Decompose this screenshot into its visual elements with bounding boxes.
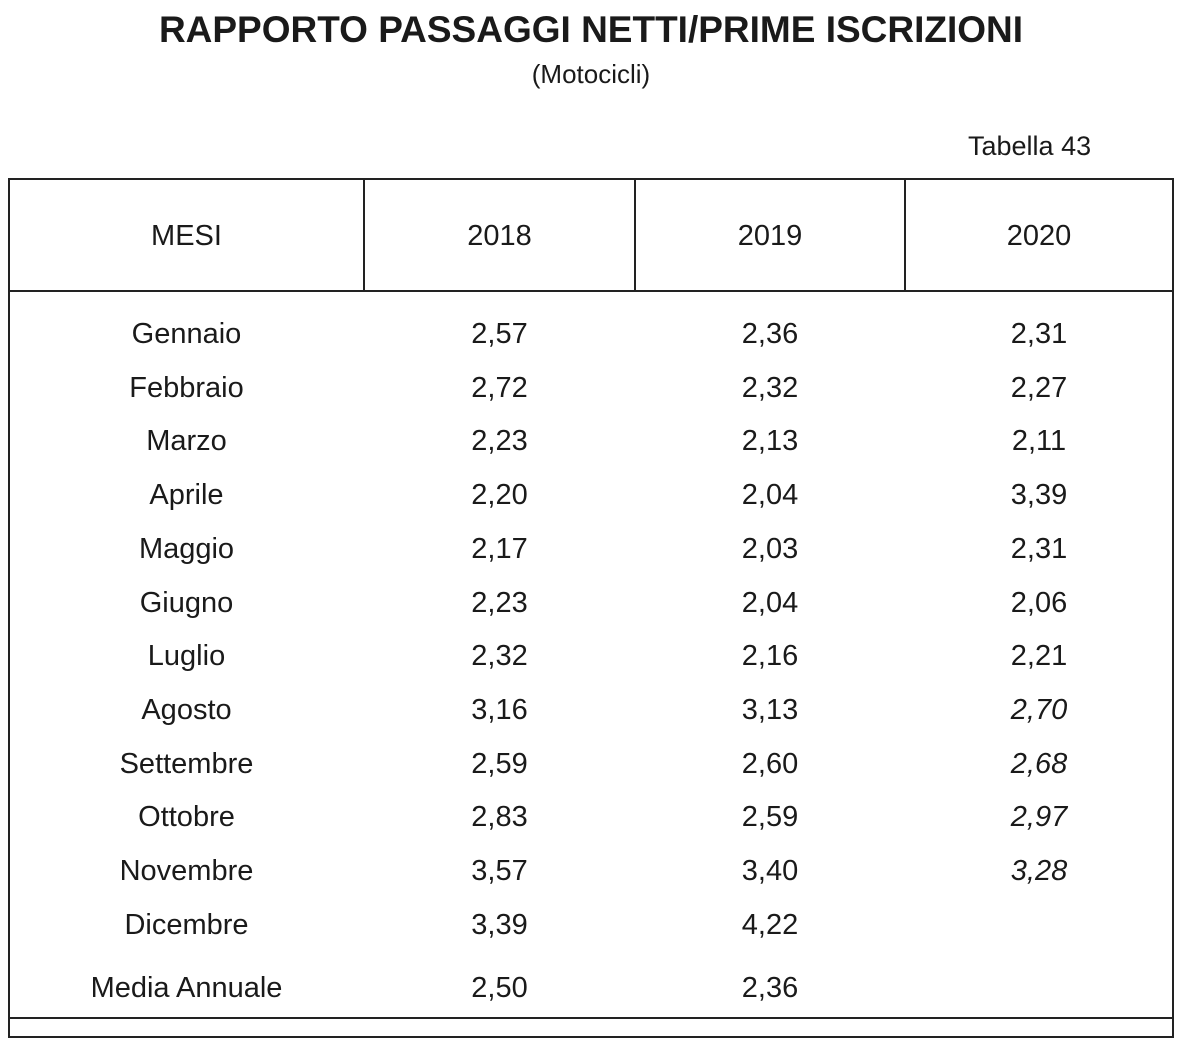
value-2018-cell: 3,57: [471, 855, 528, 887]
month-cell: Novembre: [119, 855, 254, 887]
value-2018-cell: 3,16: [471, 694, 528, 726]
month-cell: Settembre: [119, 748, 254, 780]
month-cell: Maggio: [138, 533, 235, 565]
page-subtitle: (Motocicli): [531, 59, 651, 89]
month-cell: Gennaio: [131, 318, 242, 350]
value-2020-cell: 2,11: [1011, 425, 1067, 457]
data-table: MESI 2018 2019 2020 Gennaio 2,57 2,36 2,31 F…: [8, 178, 1174, 1038]
value-2019-cell: 3,13: [741, 694, 799, 726]
value-2020-cell: 2,97: [1010, 801, 1068, 833]
value-2019-cell: 2,03: [741, 533, 799, 565]
value-2019-cell: 2,59: [741, 801, 799, 833]
header-2019: 2019: [737, 220, 803, 252]
value-2019-cell: 2,36: [741, 318, 799, 350]
value-2018-cell: 2,83: [471, 801, 528, 833]
value-2019-cell: 3,40: [741, 855, 799, 887]
value-2020-cell: 2,31: [1010, 318, 1068, 350]
footer-divider: [10, 1017, 1172, 1019]
value-2020-cell: 3,39: [1010, 479, 1068, 511]
value-2018-cell: 2,59: [471, 748, 528, 780]
value-2020-cell: 3,28: [1010, 855, 1068, 887]
annual-average-value-2019-cell: 2,36: [741, 972, 799, 1004]
header-mesi: MESI: [151, 220, 222, 252]
value-2018-cell: 2,20: [471, 479, 528, 511]
header-2018: 2018: [467, 220, 532, 252]
month-cell: Aprile: [149, 479, 224, 511]
value-2019-cell: 2,32: [741, 372, 799, 404]
value-2018-cell: 2,23: [471, 425, 528, 457]
value-2018-cell: 2,32: [471, 640, 528, 672]
value-2018-cell: 3,39: [471, 909, 528, 941]
month-cell: Ottobre: [138, 801, 235, 833]
value-2019-cell: 2,16: [741, 640, 799, 672]
annual-average-value-2018-cell: 2,50: [471, 972, 528, 1004]
value-2018-cell: 2,17: [471, 533, 528, 565]
table-label: Tabella 43: [968, 131, 1092, 161]
value-2020-cell: 2,21: [1010, 640, 1068, 672]
month-cell: Febbraio: [129, 372, 244, 404]
value-2020-cell: 2,31: [1010, 533, 1068, 565]
month-cell: Giugno: [139, 587, 234, 619]
value-2019-cell: 2,04: [741, 479, 799, 511]
value-2019-cell: 2,60: [741, 748, 799, 780]
value-2018-cell: 2,57: [471, 318, 528, 350]
month-cell: Luglio: [147, 640, 226, 672]
column-divider: [363, 180, 365, 292]
value-2020-cell: 2,70: [1010, 694, 1068, 726]
annual-average-label: Media Annuale: [90, 972, 283, 1004]
value-2018-cell: 2,72: [471, 372, 528, 404]
column-divider: [904, 180, 906, 292]
value-2019-cell: 2,04: [741, 587, 799, 619]
value-2019-cell: 2,13: [741, 425, 799, 457]
month-cell: Dicembre: [124, 909, 249, 941]
value-2020-cell: 2,27: [1010, 372, 1068, 404]
value-2018-cell: 2,23: [471, 587, 528, 619]
month-cell: Agosto: [141, 694, 232, 726]
header-divider: [10, 290, 1172, 292]
month-cell: Marzo: [146, 425, 227, 457]
page-title: RAPPORTO PASSAGGI NETTI/PRIME ISCRIZIONI: [158, 9, 1024, 50]
value-2020-cell: 2,06: [1010, 587, 1068, 619]
header-2020: 2020: [1006, 220, 1072, 252]
value-2020-cell: 2,68: [1010, 748, 1068, 780]
value-2019-cell: 4,22: [741, 909, 799, 941]
column-divider: [634, 180, 636, 292]
